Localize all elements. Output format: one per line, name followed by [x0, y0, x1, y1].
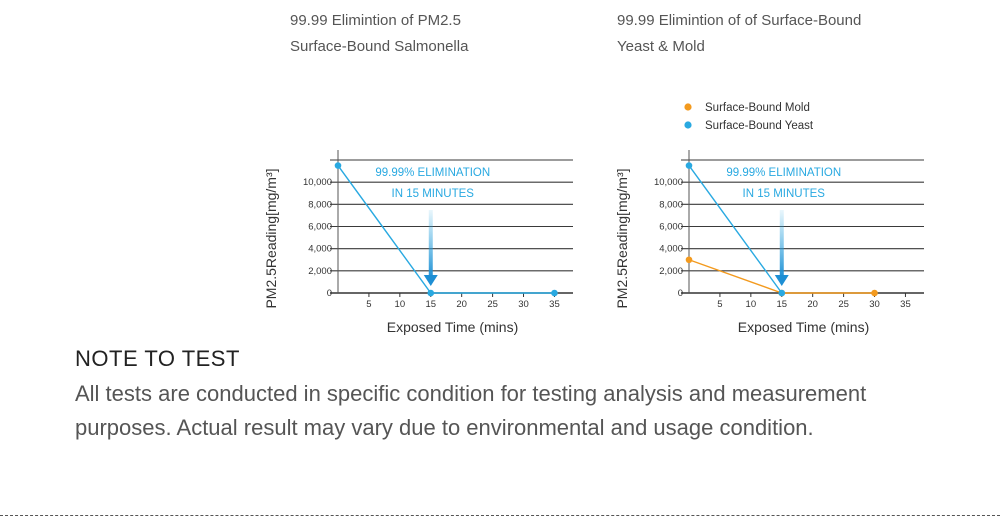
chart-2-caption-line-2: Yeast & Mold [617, 38, 705, 55]
x-tick-label: 10 [746, 299, 757, 310]
y-tick-label: 8,000 [308, 199, 332, 210]
y-tick-label: 6,000 [308, 222, 332, 233]
data-point [871, 289, 878, 297]
dashed-divider [0, 515, 1000, 516]
x-tick-label: 30 [869, 299, 880, 310]
arrow-shaft [428, 210, 433, 278]
annotation-line-2: IN 15 MINUTES [392, 188, 475, 200]
x-tick-label: 5 [366, 299, 371, 310]
series-line-2 [688, 165, 783, 294]
x-tick-label: 30 [518, 299, 529, 310]
chart-1-caption-line-2: Surface-Bound Salmonella [290, 38, 469, 55]
y-tick-label: 0 [678, 288, 683, 299]
y-tick-label: 6,000 [659, 222, 683, 233]
data-point [685, 162, 693, 169]
y-tick-label: 10,000 [303, 177, 332, 188]
x-tick-label: 15 [425, 299, 436, 310]
note-title: NOTE TO TEST [75, 346, 240, 371]
series-line-1 [337, 165, 555, 294]
x-tick-label: 15 [776, 299, 787, 310]
y-tick-label: 2,000 [308, 266, 332, 277]
chart-2: Surface-Bound Mold Surface-Bound Yeast 0 2,… [614, 102, 924, 335]
arrow-head [774, 275, 789, 286]
chart-1-caption-line-1: 99.99 Elimintion of PM2.5 [290, 12, 461, 29]
x-tick-label: 25 [838, 299, 849, 310]
x-tick-label: 25 [487, 299, 498, 310]
y-tick-label: 2,000 [659, 266, 683, 277]
legend-marker [684, 103, 692, 111]
chart-1-caption: 99.99 Elimintion of PM2.5 Surface-Bound … [290, 8, 468, 60]
y-tick-label: 0 [327, 288, 332, 299]
arrow-head [423, 275, 438, 286]
legend-marker [684, 121, 692, 129]
arrow-shaft [779, 210, 784, 278]
data-point [778, 289, 786, 297]
x-tick-label: 20 [456, 299, 467, 310]
x-tick-label: 5 [717, 299, 722, 310]
x-tick-label: 20 [807, 299, 818, 310]
chart-2-caption-line-1: 99.99 Elimintion of of Surface-Bound [617, 12, 862, 29]
note-body: All tests are conducted in specific cond… [75, 381, 867, 440]
annotation-line-2: IN 15 MINUTES [743, 188, 826, 200]
data-point [427, 289, 435, 297]
chart-1: 0 2,000 4,000 6,000 8,000 10,000 5 10 15 20 25 30 35… [263, 150, 573, 335]
x-tick-label: 35 [900, 299, 911, 310]
data-point [334, 162, 342, 169]
x-tick-label: 10 [395, 299, 406, 310]
y-axis-title: PM2.5Reading[mg/m³] [614, 168, 630, 308]
x-axis-title: Exposed Time (mins) [387, 319, 518, 335]
y-tick-label: 4,000 [659, 244, 683, 255]
legend-label: Surface-Bound Mold [705, 102, 810, 114]
data-point [551, 289, 558, 297]
y-axis-title: PM2.5Reading[mg/m³] [263, 168, 279, 308]
legend-label: Surface-Bound Yeast [705, 120, 814, 132]
x-tick-label: 35 [549, 299, 560, 310]
data-point [685, 256, 693, 264]
y-tick-label: 8,000 [659, 199, 683, 210]
annotation-line-1: 99.99% ELIMINATION [375, 167, 490, 179]
chart-2-caption: 99.99 Elimintion of of Surface-Bound Yea… [617, 8, 861, 60]
annotation-line-1: 99.99% ELIMINATION [726, 167, 841, 179]
y-tick-label: 10,000 [654, 177, 683, 188]
x-axis-title: Exposed Time (mins) [738, 319, 869, 335]
y-tick-label: 4,000 [308, 244, 332, 255]
